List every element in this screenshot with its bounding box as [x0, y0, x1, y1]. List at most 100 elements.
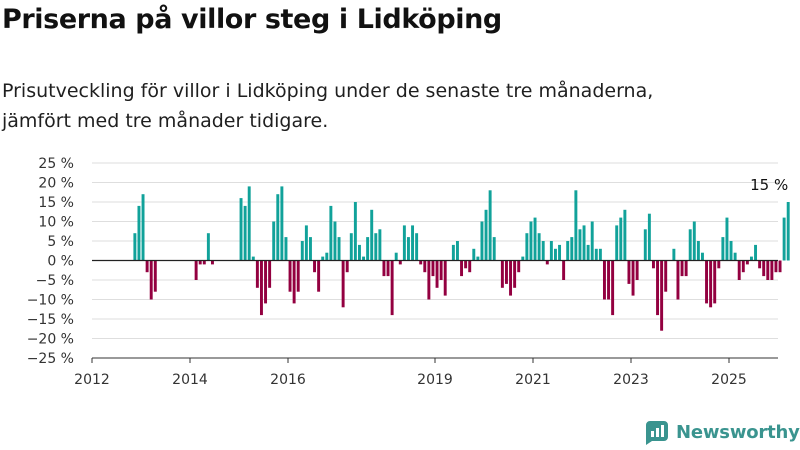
bar [504, 260, 508, 284]
bar [754, 244, 758, 261]
bar [362, 256, 366, 261]
bar [705, 260, 709, 304]
bar [778, 260, 782, 273]
bar [656, 260, 660, 316]
bar [255, 260, 259, 288]
subtitle-line-2: jämfört med tre månader tidigare. [2, 110, 329, 132]
bar [749, 256, 753, 261]
bar [762, 260, 766, 277]
bar [607, 260, 611, 300]
bar [598, 248, 602, 261]
bar [382, 260, 386, 277]
bar [664, 260, 668, 292]
bar [317, 260, 321, 292]
bar [480, 221, 484, 261]
bar [590, 221, 594, 261]
chart-title: Priserna på villor steg i Lidköping [2, 4, 502, 35]
subtitle-line-1: Prisutveckling för villor i Lidköping un… [2, 80, 654, 102]
bar [582, 225, 586, 261]
y-tick-label: 0 % [47, 254, 74, 270]
newsworthy-logo-icon [646, 421, 668, 445]
bar [529, 221, 533, 261]
x-tick-label: 2014 [172, 372, 208, 388]
bar [390, 260, 394, 316]
x-tick-label: 2025 [711, 372, 747, 388]
bar [378, 229, 382, 261]
bar [721, 237, 725, 261]
bar [247, 186, 251, 261]
bar [533, 217, 537, 261]
bar [700, 252, 704, 261]
bar [500, 260, 504, 288]
bar [651, 260, 655, 269]
y-axis-labels: 25 % 20 % 15 % 10 % 5 % 0 % −5 % −10 % −15 % −20 … [27, 156, 74, 367]
bar [741, 260, 745, 273]
bar [562, 260, 566, 280]
bar [570, 237, 574, 261]
bar [308, 237, 312, 261]
bar [349, 233, 353, 261]
y-tick-label: 25 % [38, 156, 74, 172]
y-tick-label: −5 % [36, 273, 74, 289]
bar [676, 260, 680, 300]
bar [578, 229, 582, 261]
bar [623, 209, 627, 261]
bar [566, 241, 570, 261]
bar [521, 256, 525, 261]
bar [513, 260, 517, 288]
x-tick-label: 2019 [417, 372, 453, 388]
bar [553, 248, 557, 261]
bar [394, 252, 398, 261]
bar [729, 241, 733, 261]
bar [141, 194, 145, 261]
y-tick-label: −20 % [27, 332, 74, 348]
bar [423, 260, 427, 273]
x-tick-label: 2012 [74, 372, 110, 388]
bar [370, 209, 374, 261]
bar [774, 260, 778, 273]
bar [353, 202, 357, 261]
bar [541, 241, 545, 261]
bar [586, 244, 590, 261]
bar [619, 217, 623, 261]
bar [386, 260, 390, 277]
bar [672, 248, 676, 261]
bar [259, 260, 263, 316]
bar [374, 233, 378, 261]
last-value-label: 15 % [750, 176, 788, 194]
bar [411, 225, 415, 261]
bar [549, 241, 553, 261]
bar [398, 260, 402, 265]
bar [345, 260, 349, 273]
bar [611, 260, 615, 316]
x-tick-label: 2023 [613, 372, 649, 388]
bar [692, 221, 696, 261]
bar [684, 260, 688, 277]
chart-subtitle: Prisutveckling för villor i Lidköping un… [2, 76, 782, 136]
bar [525, 233, 529, 261]
bar-chart: 25 % 20 % 15 % 10 % 5 % 0 % −5 % −10 % −15 % −20 … [27, 156, 790, 388]
bar [133, 233, 137, 261]
bar [443, 260, 447, 296]
bar [431, 260, 435, 277]
bar [455, 241, 459, 261]
bar [329, 205, 333, 261]
bar [782, 217, 786, 261]
y-tick-label: 10 % [38, 215, 74, 231]
bar [419, 260, 423, 265]
bar [451, 244, 455, 261]
bar [243, 205, 247, 261]
bar [296, 260, 300, 292]
bar [280, 186, 284, 261]
bar [288, 260, 292, 292]
bar [647, 213, 651, 261]
bar [313, 260, 317, 273]
bar [272, 221, 276, 261]
brand: Newsworthy [644, 419, 800, 445]
bar [725, 217, 729, 261]
bar [509, 260, 513, 296]
bar [484, 209, 488, 261]
y-tick-label: 20 % [38, 176, 74, 192]
y-tick-label: −15 % [27, 312, 74, 328]
bar [545, 260, 549, 265]
